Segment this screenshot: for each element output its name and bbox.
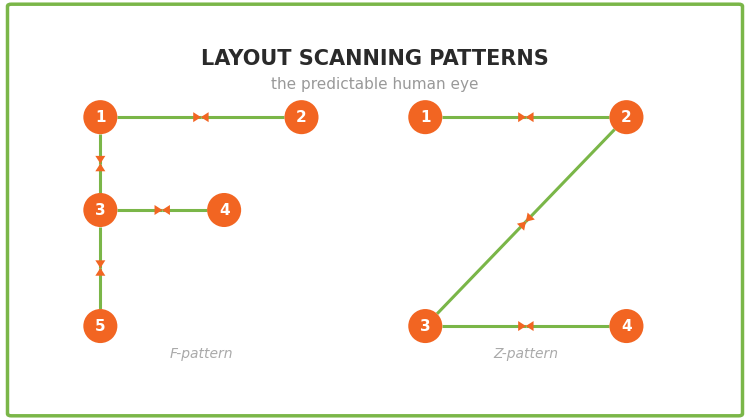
Circle shape bbox=[83, 100, 117, 134]
Circle shape bbox=[610, 309, 644, 343]
FancyArrowPatch shape bbox=[518, 321, 533, 331]
Circle shape bbox=[610, 100, 644, 134]
FancyArrowPatch shape bbox=[95, 156, 105, 171]
Text: 2: 2 bbox=[296, 110, 307, 125]
Text: 3: 3 bbox=[95, 202, 106, 218]
FancyArrowPatch shape bbox=[154, 205, 170, 215]
Circle shape bbox=[83, 309, 117, 343]
Text: 5: 5 bbox=[95, 318, 106, 333]
Circle shape bbox=[207, 193, 242, 227]
Text: Z-pattern: Z-pattern bbox=[494, 347, 558, 361]
Circle shape bbox=[408, 100, 442, 134]
Circle shape bbox=[83, 193, 117, 227]
Text: the predictable human eye: the predictable human eye bbox=[272, 77, 478, 92]
Text: F-pattern: F-pattern bbox=[170, 347, 232, 361]
FancyArrowPatch shape bbox=[194, 112, 208, 122]
Circle shape bbox=[284, 100, 319, 134]
Text: 4: 4 bbox=[219, 202, 230, 218]
Circle shape bbox=[408, 309, 442, 343]
Text: 1: 1 bbox=[420, 110, 430, 125]
FancyArrowPatch shape bbox=[518, 112, 533, 122]
FancyArrowPatch shape bbox=[517, 213, 535, 231]
Text: 3: 3 bbox=[420, 318, 430, 333]
FancyArrowPatch shape bbox=[95, 260, 105, 276]
Text: LAYOUT SCANNING PATTERNS: LAYOUT SCANNING PATTERNS bbox=[201, 49, 549, 69]
Text: 1: 1 bbox=[95, 110, 106, 125]
Text: 2: 2 bbox=[621, 110, 632, 125]
Text: 4: 4 bbox=[621, 318, 632, 333]
